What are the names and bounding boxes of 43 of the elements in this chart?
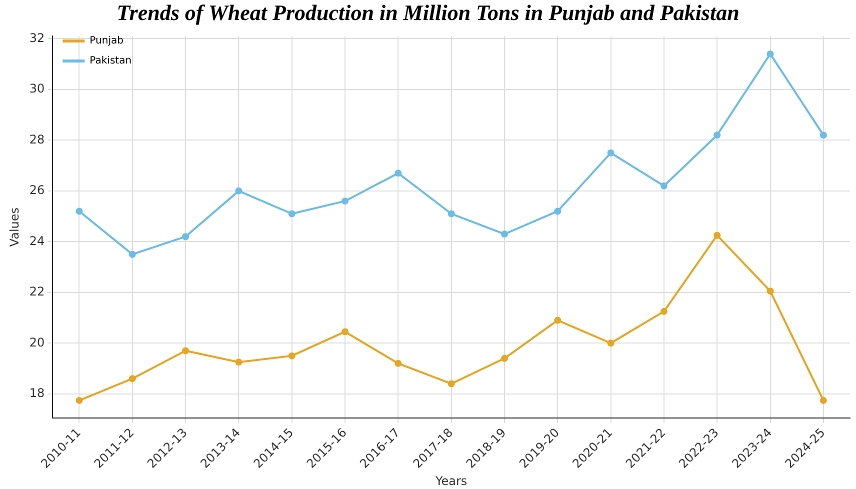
point [607,149,614,156]
point [288,352,296,360]
point [766,288,774,295]
point [820,396,827,404]
y-tick-label: 20 [29,335,45,350]
point [766,50,774,58]
point [235,187,242,194]
y-tick-label: 28 [29,132,45,146]
point [128,250,136,258]
point [714,232,721,239]
point [448,210,455,218]
point [394,360,402,367]
y-tick-label: 30 [29,82,45,96]
chart-title: Trends of Wheat Production in Million Tons in Punjab and Pakistan [116,0,740,26]
y-tick-label: 18 [29,386,45,400]
point [820,132,827,139]
point [554,316,562,324]
point [182,233,190,240]
point [182,347,190,354]
point [342,328,349,336]
point [342,198,349,205]
point [394,170,402,177]
y-axis-title: Values [7,207,22,247]
y-tick-label: 26 [29,183,45,198]
point [235,358,242,366]
point [500,354,508,362]
point [128,375,136,382]
y-tick-label: 24 [29,234,45,248]
point [288,210,296,218]
point [660,182,668,190]
point [554,208,562,215]
point [660,308,668,315]
y-tick-label: 32 [29,30,45,45]
x-axis-title: Years [434,474,468,488]
point [500,230,508,238]
legend-label: Punjab [90,36,124,47]
point [448,380,455,388]
point [76,396,83,404]
point [607,340,614,347]
y-tick-label: 22 [29,284,45,299]
legend-label: Pakistan [90,56,132,67]
point [714,132,721,139]
point [76,208,83,215]
